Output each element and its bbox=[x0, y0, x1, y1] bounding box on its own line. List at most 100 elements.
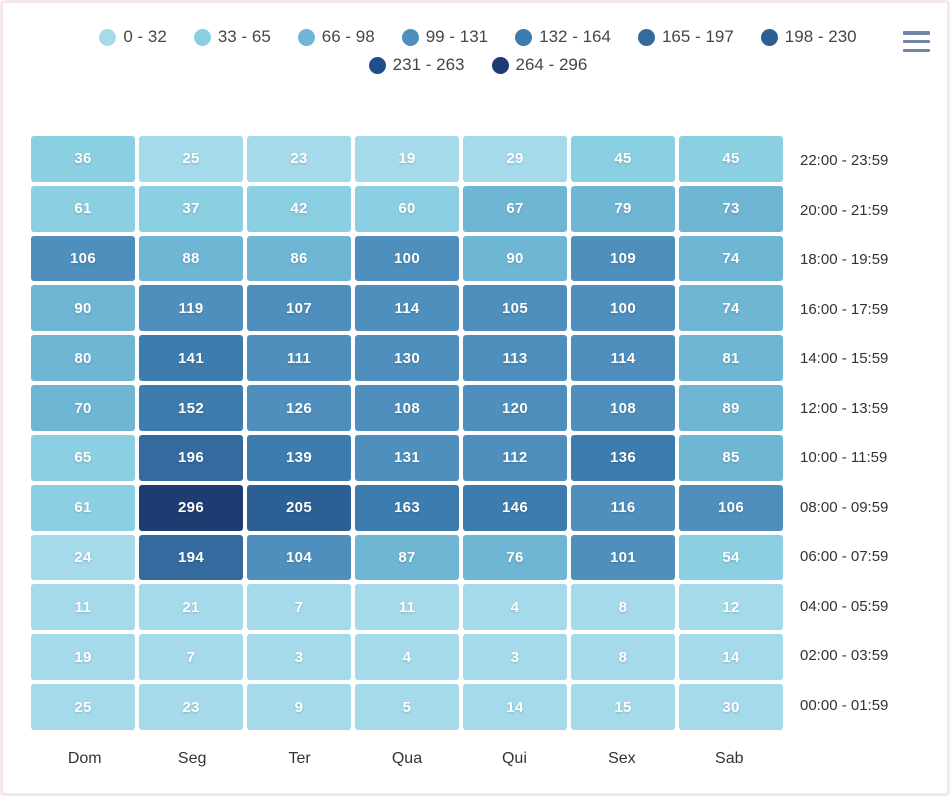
heatmap-cell[interactable]: 23 bbox=[139, 684, 243, 730]
legend-item[interactable]: 198 - 230 bbox=[760, 27, 857, 47]
heatmap-cell[interactable]: 12 bbox=[679, 584, 783, 631]
heatmap-cell[interactable]: 54 bbox=[679, 534, 783, 581]
heatmap-cell[interactable]: 61 bbox=[31, 185, 135, 232]
heatmap-cell[interactable]: 14 bbox=[679, 634, 783, 681]
heatmap-cell[interactable]: 88 bbox=[139, 235, 243, 282]
heatmap-cell[interactable]: 139 bbox=[247, 434, 351, 481]
y-axis-label: 20:00 - 21:59 bbox=[800, 201, 889, 219]
heatmap-cell[interactable]: 8 bbox=[571, 634, 675, 681]
heatmap-cell[interactable]: 86 bbox=[247, 235, 351, 282]
heatmap-cell[interactable]: 65 bbox=[31, 434, 135, 481]
heatmap-cell[interactable]: 45 bbox=[679, 136, 783, 182]
heatmap-cell[interactable]: 19 bbox=[31, 634, 135, 681]
heatmap-cell[interactable]: 119 bbox=[139, 285, 243, 332]
heatmap-cell[interactable]: 85 bbox=[679, 434, 783, 481]
heatmap-cell[interactable]: 205 bbox=[247, 484, 351, 531]
legend-swatch-icon bbox=[99, 28, 117, 46]
heatmap-cell[interactable]: 7 bbox=[247, 584, 351, 631]
heatmap-cell[interactable]: 141 bbox=[139, 335, 243, 382]
heatmap-cell[interactable]: 136 bbox=[571, 434, 675, 481]
heatmap-cell[interactable]: 112 bbox=[463, 434, 567, 481]
heatmap-cell[interactable]: 105 bbox=[463, 285, 567, 332]
heatmap-cell[interactable]: 37 bbox=[139, 185, 243, 232]
legend-item[interactable]: 165 - 197 bbox=[637, 27, 734, 47]
heatmap-cell[interactable]: 4 bbox=[463, 584, 567, 631]
legend-item[interactable]: 33 - 65 bbox=[193, 27, 271, 47]
heatmap-cell[interactable]: 101 bbox=[571, 534, 675, 581]
heatmap-cell[interactable]: 196 bbox=[139, 434, 243, 481]
heatmap-cell[interactable]: 4 bbox=[355, 634, 459, 681]
heatmap-cell[interactable]: 130 bbox=[355, 335, 459, 382]
heatmap-cell[interactable]: 24 bbox=[31, 534, 135, 581]
heatmap-cell[interactable]: 74 bbox=[679, 235, 783, 282]
heatmap-cell[interactable]: 90 bbox=[463, 235, 567, 282]
heatmap-cell[interactable]: 8 bbox=[571, 584, 675, 631]
heatmap-cell[interactable]: 11 bbox=[31, 584, 135, 631]
heatmap-cell[interactable]: 42 bbox=[247, 185, 351, 232]
heatmap-cell[interactable]: 9 bbox=[247, 684, 351, 730]
heatmap-cell[interactable]: 87 bbox=[355, 534, 459, 581]
toolbox-menu-button[interactable] bbox=[903, 31, 930, 52]
legend-item[interactable]: 99 - 131 bbox=[401, 27, 488, 47]
heatmap-cell[interactable]: 116 bbox=[571, 484, 675, 531]
heatmap-cell[interactable]: 114 bbox=[571, 335, 675, 382]
heatmap-cell[interactable]: 23 bbox=[247, 136, 351, 182]
legend-swatch-icon bbox=[515, 28, 533, 46]
legend-item[interactable]: 264 - 296 bbox=[491, 55, 587, 75]
heatmap-cell[interactable]: 45 bbox=[571, 136, 675, 182]
heatmap-cell[interactable]: 60 bbox=[355, 185, 459, 232]
legend-item[interactable]: 231 - 263 bbox=[368, 55, 465, 75]
heatmap-cell[interactable]: 104 bbox=[247, 534, 351, 581]
legend-item-label: 0 - 32 bbox=[123, 27, 167, 46]
heatmap-cell[interactable]: 114 bbox=[355, 285, 459, 332]
heatmap-cell[interactable]: 81 bbox=[679, 335, 783, 382]
heatmap-cell[interactable]: 108 bbox=[571, 385, 675, 431]
legend-item[interactable]: 66 - 98 bbox=[297, 27, 375, 47]
heatmap-cell[interactable]: 194 bbox=[139, 534, 243, 581]
heatmap-cell[interactable]: 163 bbox=[355, 484, 459, 531]
heatmap-cell[interactable]: 296 bbox=[139, 484, 243, 531]
heatmap-cell[interactable]: 25 bbox=[31, 684, 135, 730]
heatmap-cell[interactable]: 80 bbox=[31, 335, 135, 382]
heatmap-cell[interactable]: 76 bbox=[463, 534, 567, 581]
heatmap-cell[interactable]: 100 bbox=[355, 235, 459, 282]
heatmap-cell[interactable]: 11 bbox=[355, 584, 459, 631]
heatmap-cell[interactable]: 109 bbox=[571, 235, 675, 282]
heatmap-cell[interactable]: 113 bbox=[463, 335, 567, 382]
heatmap-cell[interactable]: 61 bbox=[31, 484, 135, 531]
legend-item[interactable]: 0 - 32 bbox=[99, 27, 167, 47]
heatmap-cell[interactable]: 90 bbox=[31, 285, 135, 332]
heatmap-cell[interactable]: 70 bbox=[31, 385, 135, 431]
heatmap-cell[interactable]: 25 bbox=[139, 136, 243, 182]
heatmap-cell[interactable]: 74 bbox=[679, 285, 783, 332]
heatmap-cell[interactable]: 107 bbox=[247, 285, 351, 332]
legend-item-label: 33 - 65 bbox=[217, 27, 271, 46]
heatmap-cell[interactable]: 29 bbox=[463, 136, 567, 182]
heatmap-cell[interactable]: 89 bbox=[679, 385, 783, 431]
heatmap-cell[interactable]: 79 bbox=[571, 185, 675, 232]
heatmap-cell[interactable]: 5 bbox=[355, 684, 459, 730]
heatmap-cell[interactable]: 108 bbox=[355, 385, 459, 431]
hamburger-menu-icon bbox=[903, 39, 930, 44]
heatmap-cell[interactable]: 100 bbox=[571, 285, 675, 332]
heatmap-cell[interactable]: 21 bbox=[139, 584, 243, 631]
heatmap-cell[interactable]: 126 bbox=[247, 385, 351, 431]
heatmap-cell[interactable]: 67 bbox=[463, 185, 567, 232]
heatmap-cell[interactable]: 19 bbox=[355, 136, 459, 182]
heatmap-cell[interactable]: 30 bbox=[679, 684, 783, 730]
heatmap-cell[interactable]: 131 bbox=[355, 434, 459, 481]
heatmap-cell[interactable]: 106 bbox=[31, 235, 135, 282]
heatmap-cell[interactable]: 106 bbox=[679, 484, 783, 531]
heatmap-cell[interactable]: 3 bbox=[463, 634, 567, 681]
heatmap-cell[interactable]: 7 bbox=[139, 634, 243, 681]
heatmap-cell[interactable]: 14 bbox=[463, 684, 567, 730]
heatmap-cell[interactable]: 15 bbox=[571, 684, 675, 730]
heatmap-cell[interactable]: 3 bbox=[247, 634, 351, 681]
legend-item[interactable]: 132 - 164 bbox=[515, 27, 611, 47]
heatmap-cell[interactable]: 146 bbox=[463, 484, 567, 531]
heatmap-cell[interactable]: 36 bbox=[31, 136, 135, 182]
heatmap-cell[interactable]: 73 bbox=[679, 185, 783, 232]
heatmap-cell[interactable]: 120 bbox=[463, 385, 567, 431]
heatmap-cell[interactable]: 111 bbox=[247, 335, 351, 382]
heatmap-cell[interactable]: 152 bbox=[139, 385, 243, 431]
